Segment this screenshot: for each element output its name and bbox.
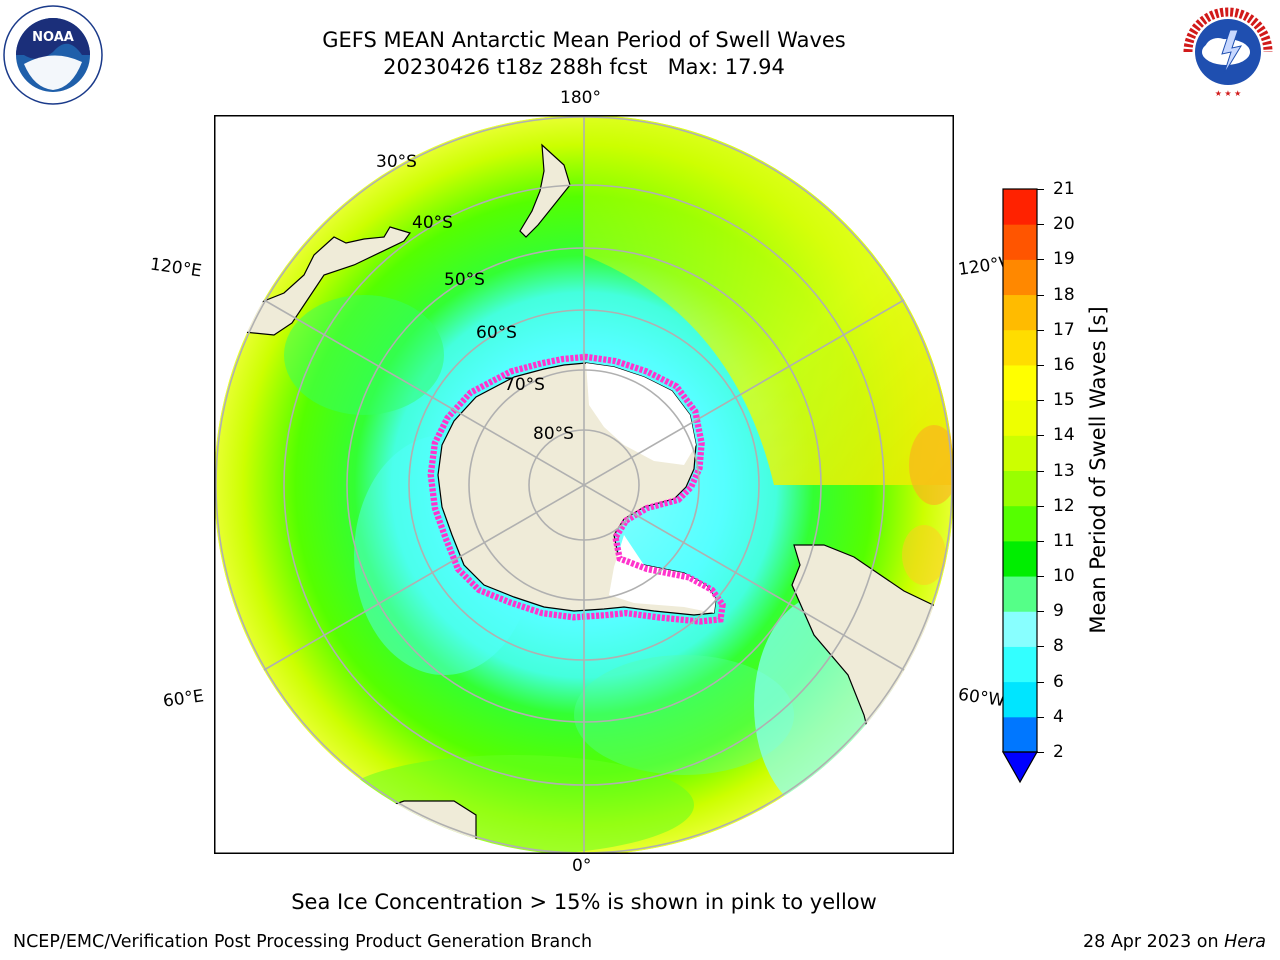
colorbar-tick-label: 10 xyxy=(1053,566,1075,587)
colorbar-segment xyxy=(1003,576,1037,612)
colorbar-segment xyxy=(1003,716,1037,753)
colorbar-segment xyxy=(1003,646,1037,683)
colorbar-tick-label: 19 xyxy=(1053,249,1075,270)
lon-label-180: 180° xyxy=(560,88,601,108)
colorbar-segment xyxy=(1003,681,1037,718)
colorbar-tick xyxy=(1037,540,1044,542)
sea-ice-edge xyxy=(427,353,726,625)
polar-map: 30°S 40°S 50°S 60°S 70°S 80°S xyxy=(214,115,954,854)
colorbar-segment xyxy=(1003,435,1037,471)
colorbar-tick xyxy=(1037,752,1044,753)
colorbar-tick-label: 14 xyxy=(1053,425,1075,446)
colorbar-segment xyxy=(1003,364,1037,401)
colorbar-tick-label: 21 xyxy=(1053,179,1075,199)
colorbar-tick-label: 15 xyxy=(1053,390,1075,411)
colorbar xyxy=(1002,188,1038,784)
chart-subtitle: 20230426 t18z 288h fcst Max: 17.94 xyxy=(383,55,785,79)
colorbar-tick-label: 2 xyxy=(1053,742,1064,762)
lon-label-0: 0° xyxy=(572,856,592,876)
graticule xyxy=(215,115,953,854)
machine-name: Hera xyxy=(1224,932,1266,952)
polar-map-svg xyxy=(214,115,954,854)
colorbar-tick-label: 18 xyxy=(1053,284,1075,305)
colorbar-tick-label: 20 xyxy=(1053,214,1075,235)
colorbar-tick xyxy=(1037,364,1044,366)
colorbar-segment xyxy=(1003,470,1037,507)
lat-label-60s: 60°S xyxy=(476,323,517,343)
svg-text:★ ★ ★: ★ ★ ★ xyxy=(1215,89,1242,98)
colorbar-tick xyxy=(1037,400,1044,402)
colorbar-tick xyxy=(1037,329,1044,331)
colorbar-extend-arrow xyxy=(1002,751,1038,784)
producer-credit: NCEP/EMC/Verification Post Processing Pr… xyxy=(13,932,593,952)
lat-label-50s: 50°S xyxy=(444,270,485,290)
lat-label-40s: 40°S xyxy=(412,213,453,233)
colorbar-tick xyxy=(1037,294,1044,296)
colorbar-segment xyxy=(1003,505,1037,542)
colorbar-segment xyxy=(1003,294,1037,331)
colorbar-segment xyxy=(1003,540,1037,577)
colorbar-tick-label: 4 xyxy=(1053,706,1064,727)
colorbar-segment xyxy=(1003,259,1037,296)
colorbar-tick xyxy=(1037,435,1044,437)
colorbar-tick-label: 9 xyxy=(1053,601,1064,622)
colorbar-tick xyxy=(1037,470,1044,472)
colorbar-tick xyxy=(1037,716,1044,718)
lon-label-60w: 60°W xyxy=(956,684,1007,712)
colorbar-tick xyxy=(1037,576,1044,578)
colorbar-tick-label: 13 xyxy=(1053,460,1075,481)
colorbar-tick xyxy=(1037,189,1044,190)
colorbar-tick-label: 12 xyxy=(1053,495,1075,516)
colorbar-tick xyxy=(1037,681,1044,683)
sea-ice-note: Sea Ice Concentration > 15% is shown in … xyxy=(291,890,877,914)
colorbar-segment xyxy=(1003,611,1037,647)
colorbar-tick-label: 11 xyxy=(1053,530,1075,551)
run-date-text: 28 Apr 2023 on xyxy=(1083,932,1225,952)
colorbar-tick-label: 17 xyxy=(1053,319,1075,340)
colorbar-tick xyxy=(1037,259,1044,261)
colorbar-tick-label: 6 xyxy=(1053,671,1064,692)
colorbar-label: Mean Period of Swell Waves [s] xyxy=(1086,306,1110,634)
colorbar-tick xyxy=(1037,611,1044,613)
colorbar-segment xyxy=(1003,400,1037,436)
lat-label-80s: 80°S xyxy=(533,424,574,444)
colorbar-tick xyxy=(1037,505,1044,507)
lon-label-120e: 120°E xyxy=(148,254,203,282)
nws-logo: ★ ★ ★ xyxy=(1182,6,1274,98)
run-date: 28 Apr 2023 on Hera xyxy=(1083,932,1266,952)
colorbar-tick-label: 8 xyxy=(1053,636,1064,657)
noaa-logo: NOAA xyxy=(3,5,103,105)
lat-label-30s: 30°S xyxy=(376,152,417,172)
chart-title: GEFS MEAN Antarctic Mean Period of Swell… xyxy=(322,28,846,52)
colorbar-tick xyxy=(1037,224,1044,226)
colorbar-tick xyxy=(1037,646,1044,648)
colorbar-tick-label: 16 xyxy=(1053,354,1075,375)
map-frame xyxy=(214,115,954,854)
lat-label-70s: 70°S xyxy=(504,375,545,395)
lon-label-60e: 60°E xyxy=(161,686,206,712)
colorbar-segment xyxy=(1003,189,1037,225)
noaa-logo-name: NOAA xyxy=(32,30,74,45)
colorbar-segment xyxy=(1003,224,1037,260)
colorbar-segment xyxy=(1003,329,1037,366)
